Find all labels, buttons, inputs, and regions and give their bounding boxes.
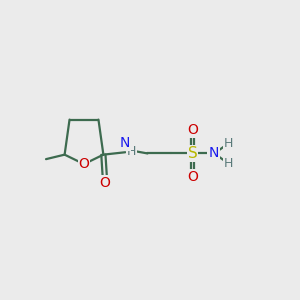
Text: N: N [120, 136, 130, 150]
Text: O: O [187, 169, 198, 184]
Text: H: H [127, 145, 136, 158]
Text: O: O [79, 157, 89, 171]
Text: S: S [188, 146, 197, 161]
Text: H: H [224, 157, 233, 170]
Text: O: O [99, 176, 110, 190]
Text: N: N [208, 146, 219, 161]
Text: H: H [224, 137, 233, 150]
Text: O: O [187, 123, 198, 137]
